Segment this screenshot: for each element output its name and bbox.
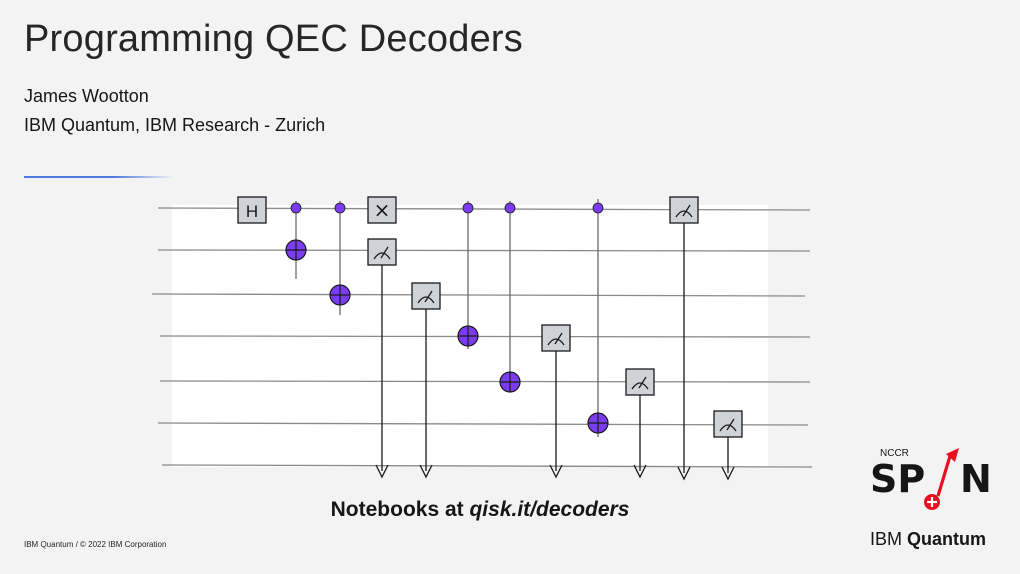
author-affiliation: IBM Quantum, IBM Research - Zurich bbox=[24, 115, 326, 135]
cnot-gate bbox=[457, 201, 479, 349]
author-name: James Wootton bbox=[24, 86, 149, 106]
meter-icon bbox=[547, 338, 565, 346]
spin-arrow-icon bbox=[936, 455, 952, 497]
hadamard-gate: H bbox=[237, 196, 267, 224]
classical-wire bbox=[161, 464, 813, 468]
measurement-gate bbox=[669, 196, 699, 481]
slide-title: Programming QEC Decoders bbox=[24, 18, 523, 60]
ibm-quantum-logo: IBM Quantum bbox=[870, 529, 986, 550]
meter-icon bbox=[675, 210, 693, 218]
measurement-gate bbox=[367, 238, 397, 479]
quantum-circuit-diagram: H × bbox=[151, 196, 813, 481]
control-dot bbox=[504, 202, 516, 214]
copyright-footer: IBM Quantum / © 2022 IBM Corporation bbox=[24, 540, 167, 549]
x-gate-label: × bbox=[374, 198, 391, 222]
meter-icon bbox=[417, 296, 435, 304]
meter-icon bbox=[373, 252, 391, 260]
spin-left-letters: SP bbox=[870, 457, 925, 501]
hadamard-gate-label: H bbox=[246, 202, 258, 221]
qubit-wire bbox=[157, 249, 811, 252]
measurement-gate bbox=[625, 368, 655, 479]
x-gate: × bbox=[367, 196, 397, 224]
notebooks-prefix: Notebooks at bbox=[330, 498, 470, 521]
spin-right-letters: N bbox=[960, 457, 992, 501]
qubit-wire bbox=[157, 422, 809, 426]
cnot-gate bbox=[587, 199, 609, 437]
qubit-wires bbox=[151, 207, 813, 468]
measurement-gate bbox=[541, 324, 571, 479]
qubit-wire bbox=[159, 380, 811, 383]
qubit-wire bbox=[157, 207, 811, 211]
meter-icon bbox=[631, 382, 649, 390]
cnot-gate bbox=[285, 201, 307, 279]
nccr-spin-logo: NCCR SP N bbox=[870, 448, 992, 510]
meter-icon bbox=[719, 424, 737, 432]
qubit-wire bbox=[151, 293, 806, 297]
quantum-wordmark: Quantum bbox=[907, 529, 987, 549]
measurement-gate bbox=[411, 282, 441, 479]
control-dot bbox=[290, 202, 302, 214]
control-dot bbox=[592, 202, 604, 214]
cnot-gate bbox=[329, 201, 351, 315]
nccr-label: NCCR bbox=[880, 448, 909, 459]
notebooks-link-text: Notebooks at qisk.it/decoders bbox=[0, 498, 960, 522]
notebooks-url[interactable]: qisk.it/decoders bbox=[469, 498, 630, 521]
measurement-gate bbox=[713, 410, 743, 481]
control-dot bbox=[334, 202, 346, 214]
control-dot bbox=[462, 202, 474, 214]
cnot-gate bbox=[499, 201, 521, 393]
title-divider bbox=[24, 176, 174, 178]
qubit-wire bbox=[159, 335, 811, 338]
ibm-wordmark: IBM bbox=[870, 529, 903, 549]
